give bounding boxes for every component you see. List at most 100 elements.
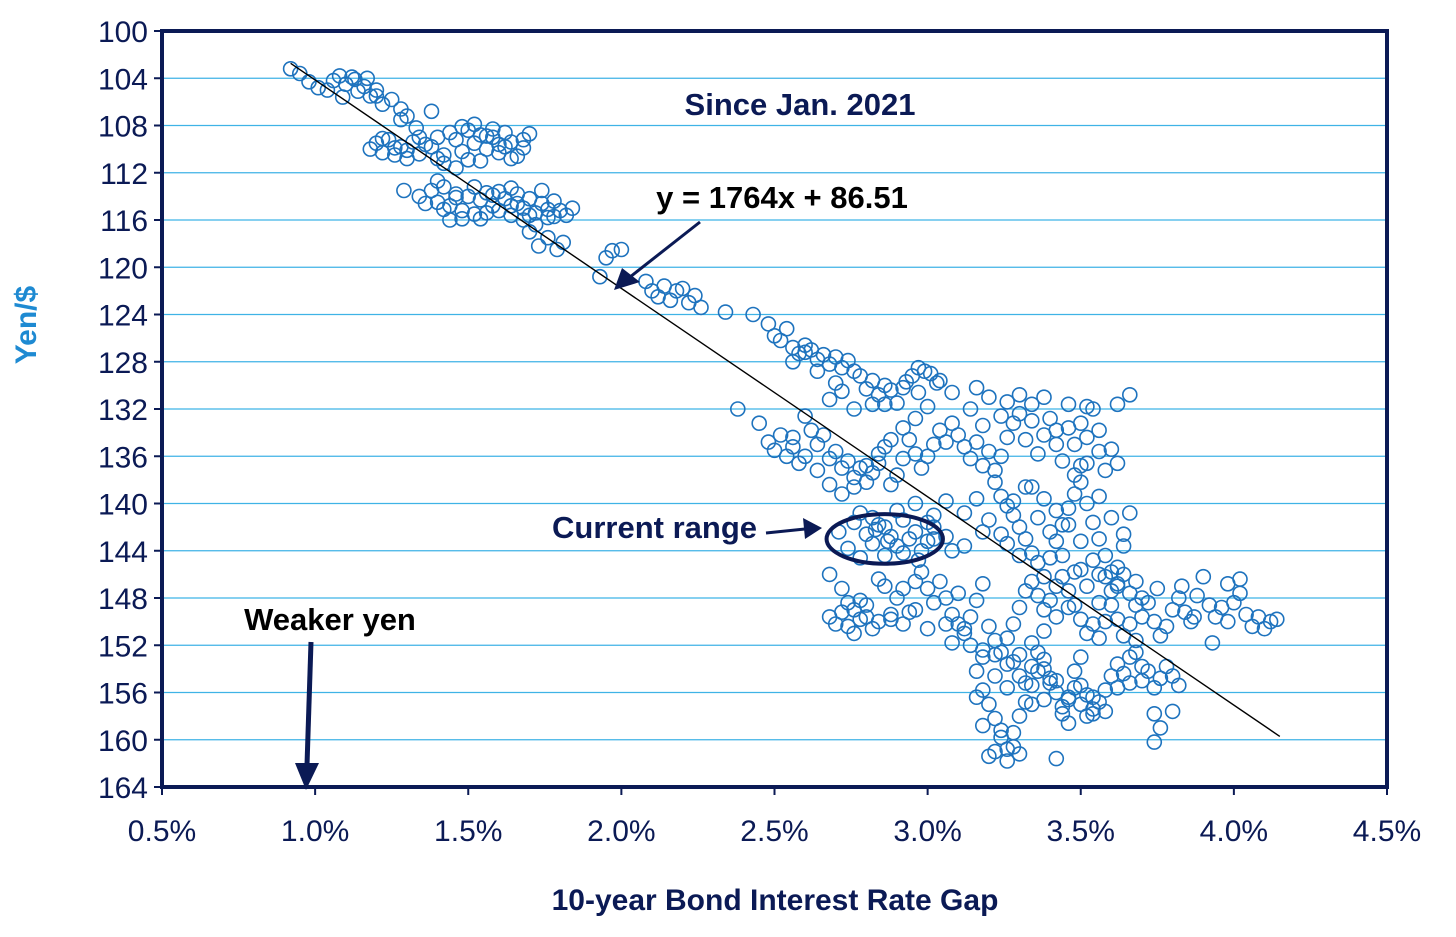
data-point bbox=[932, 372, 948, 389]
data-point bbox=[870, 613, 887, 630]
data-point bbox=[1186, 609, 1202, 625]
data-point bbox=[864, 535, 881, 552]
data-point bbox=[1066, 663, 1083, 680]
data-point bbox=[821, 566, 838, 583]
x-tick-label: 0.5% bbox=[128, 815, 196, 848]
data-point bbox=[1183, 613, 1199, 630]
x-tick-label: 1.5% bbox=[434, 815, 502, 848]
x-tick-label: 3.5% bbox=[1047, 815, 1115, 848]
data-point bbox=[974, 524, 991, 540]
data-point bbox=[968, 689, 985, 706]
data-point bbox=[968, 434, 985, 450]
data-point bbox=[592, 268, 608, 285]
data-point bbox=[858, 597, 875, 613]
data-point bbox=[1060, 500, 1077, 517]
data-point bbox=[347, 71, 363, 88]
data-point bbox=[1204, 635, 1221, 651]
data-point bbox=[760, 316, 777, 332]
data-point bbox=[999, 429, 1016, 446]
y-tick-label: 152 bbox=[98, 630, 148, 663]
data-point bbox=[1030, 644, 1046, 661]
data-point bbox=[1060, 599, 1077, 616]
data-point bbox=[840, 453, 856, 469]
data-point bbox=[938, 434, 954, 450]
data-point bbox=[919, 398, 936, 415]
y-tick-label: 160 bbox=[98, 725, 148, 758]
data-point bbox=[530, 238, 547, 254]
data-point bbox=[956, 625, 973, 642]
data-point bbox=[454, 118, 470, 135]
data-point bbox=[785, 429, 801, 446]
data-point bbox=[546, 208, 562, 225]
data-point bbox=[1024, 573, 1040, 590]
data-point bbox=[876, 377, 893, 394]
data-point bbox=[1079, 455, 1095, 472]
data-point bbox=[981, 618, 997, 635]
data-point bbox=[999, 630, 1016, 647]
data-point bbox=[1171, 677, 1187, 694]
data-point bbox=[889, 467, 905, 483]
data-point bbox=[334, 89, 351, 105]
data-point bbox=[393, 111, 409, 128]
y-axis-title: Yen/$ bbox=[10, 285, 43, 364]
data-point bbox=[1122, 386, 1138, 403]
data-point bbox=[974, 717, 991, 734]
data-point bbox=[993, 448, 1009, 465]
data-point bbox=[821, 476, 838, 493]
data-point bbox=[1073, 649, 1089, 665]
data-point bbox=[944, 635, 960, 651]
data-point bbox=[938, 616, 954, 632]
y-tick-label: 100 bbox=[98, 16, 148, 49]
data-point bbox=[993, 408, 1009, 424]
data-point bbox=[503, 150, 519, 167]
data-point bbox=[1103, 597, 1120, 613]
data-point bbox=[1085, 705, 1101, 722]
y-tick-label: 116 bbox=[100, 205, 148, 238]
y-tick-label: 108 bbox=[98, 111, 148, 144]
data-point bbox=[478, 128, 495, 144]
data-point bbox=[1011, 547, 1028, 564]
data-point bbox=[1109, 679, 1126, 696]
data-point bbox=[1011, 405, 1028, 422]
data-point bbox=[533, 195, 550, 212]
data-point bbox=[870, 455, 887, 472]
y-tick-label: 148 bbox=[98, 583, 148, 616]
data-point bbox=[344, 69, 360, 85]
data-point bbox=[1066, 467, 1083, 483]
data-point bbox=[291, 65, 308, 82]
data-point bbox=[962, 401, 979, 417]
data-point bbox=[1048, 672, 1065, 689]
data-point bbox=[1091, 566, 1107, 583]
weaker-yen-label: Weaker yen bbox=[244, 602, 416, 637]
data-point bbox=[1079, 495, 1095, 512]
data-point bbox=[962, 450, 979, 467]
data-point bbox=[785, 353, 801, 370]
data-point bbox=[359, 70, 376, 87]
data-point bbox=[1017, 479, 1034, 495]
data-point bbox=[472, 211, 489, 227]
data-point bbox=[968, 663, 985, 680]
data-point bbox=[1109, 455, 1126, 472]
current-range-arrow bbox=[765, 518, 822, 539]
y-tick-label: 112 bbox=[100, 158, 148, 191]
data-point bbox=[870, 446, 887, 462]
data-point bbox=[827, 443, 844, 460]
data-point bbox=[925, 519, 942, 535]
data-point bbox=[435, 201, 452, 218]
data-point bbox=[717, 304, 734, 320]
data-point bbox=[1066, 436, 1083, 453]
data-point bbox=[1054, 547, 1071, 564]
data-point bbox=[1220, 613, 1236, 630]
data-point bbox=[408, 120, 425, 136]
x-tick-label: 2.5% bbox=[740, 815, 808, 848]
data-point bbox=[540, 209, 556, 226]
data-point bbox=[809, 462, 826, 479]
data-point bbox=[1128, 597, 1144, 613]
data-point bbox=[895, 545, 911, 561]
data-point bbox=[938, 528, 954, 545]
data-point bbox=[913, 564, 930, 580]
data-point bbox=[932, 573, 948, 590]
data-point bbox=[674, 280, 691, 297]
data-point bbox=[1164, 601, 1181, 618]
